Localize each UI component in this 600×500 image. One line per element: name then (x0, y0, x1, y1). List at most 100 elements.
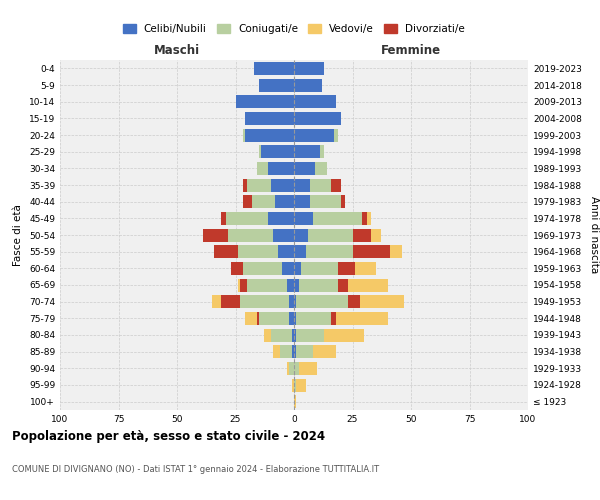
Bar (310, 195, 341, 208)
Bar (271, 328, 292, 342)
Bar (263, 328, 271, 342)
Bar (289, 312, 294, 325)
Bar (294, 112, 341, 125)
Bar (294, 195, 310, 208)
Bar (294, 328, 296, 342)
Bar (301, 262, 338, 275)
Bar (320, 145, 325, 158)
Bar (287, 362, 289, 375)
Bar (257, 162, 268, 175)
Bar (275, 195, 294, 208)
Bar (313, 212, 362, 225)
Bar (294, 278, 299, 291)
Bar (331, 312, 336, 325)
Bar (294, 95, 336, 108)
Bar (294, 128, 334, 141)
Text: Popolazione per età, sesso e stato civile - 2024: Popolazione per età, sesso e stato civil… (12, 430, 325, 443)
Bar (294, 78, 322, 92)
Text: Femmine: Femmine (381, 44, 441, 57)
Bar (238, 245, 278, 258)
Bar (289, 362, 294, 375)
Bar (294, 162, 315, 175)
Bar (348, 278, 388, 291)
Bar (247, 178, 271, 192)
Bar (296, 295, 348, 308)
Bar (242, 128, 245, 141)
Bar (341, 195, 346, 208)
Bar (294, 362, 299, 375)
Bar (353, 228, 371, 241)
Bar (294, 312, 296, 325)
Bar (247, 278, 287, 291)
Bar (336, 312, 388, 325)
Bar (292, 345, 294, 358)
Y-axis label: Fasce di età: Fasce di età (13, 204, 23, 266)
Bar (310, 178, 331, 192)
Bar (240, 278, 247, 291)
Bar (292, 378, 294, 392)
Bar (203, 228, 229, 241)
Bar (294, 245, 306, 258)
Bar (252, 195, 275, 208)
Bar (367, 212, 371, 225)
Bar (359, 295, 404, 308)
Bar (325, 328, 364, 342)
Bar (287, 278, 294, 291)
Bar (254, 62, 294, 75)
Bar (229, 228, 273, 241)
Bar (242, 178, 247, 192)
Bar (294, 212, 313, 225)
Bar (245, 312, 257, 325)
Bar (235, 95, 294, 108)
Bar (221, 295, 240, 308)
Bar (294, 295, 296, 308)
Bar (268, 212, 294, 225)
Bar (338, 278, 348, 291)
Bar (315, 162, 327, 175)
Bar (226, 212, 268, 225)
Bar (306, 245, 353, 258)
Bar (259, 312, 289, 325)
Bar (278, 245, 294, 258)
Bar (331, 178, 341, 192)
Bar (231, 262, 242, 275)
Bar (334, 128, 338, 141)
Bar (242, 262, 283, 275)
Bar (294, 378, 296, 392)
Bar (296, 345, 313, 358)
Bar (261, 145, 294, 158)
Bar (268, 162, 294, 175)
Bar (283, 262, 294, 275)
Bar (299, 278, 338, 291)
Bar (294, 262, 301, 275)
Bar (238, 278, 240, 291)
Bar (362, 212, 367, 225)
Bar (245, 128, 294, 141)
Bar (348, 295, 359, 308)
Bar (294, 395, 296, 408)
Bar (355, 262, 376, 275)
Bar (280, 345, 292, 358)
Legend: Celibi/Nubili, Coniugati/e, Vedovi/e, Divorziati/e: Celibi/Nubili, Coniugati/e, Vedovi/e, Di… (119, 20, 469, 38)
Bar (221, 212, 226, 225)
Bar (259, 78, 294, 92)
Bar (273, 228, 294, 241)
Text: Maschi: Maschi (154, 44, 200, 57)
Bar (294, 178, 310, 192)
Bar (296, 328, 325, 342)
Bar (294, 228, 308, 241)
Text: COMUNE DI DIVIGNANO (NO) - Dati ISTAT 1° gennaio 2024 - Elaborazione TUTTITALIA.: COMUNE DI DIVIGNANO (NO) - Dati ISTAT 1°… (12, 465, 379, 474)
Bar (214, 245, 238, 258)
Bar (212, 295, 221, 308)
Bar (245, 112, 294, 125)
Bar (294, 62, 325, 75)
Bar (338, 262, 355, 275)
Bar (240, 295, 289, 308)
Bar (296, 312, 331, 325)
Bar (257, 312, 259, 325)
Bar (259, 145, 261, 158)
Bar (371, 228, 380, 241)
Bar (242, 195, 252, 208)
Bar (296, 378, 306, 392)
Bar (273, 345, 280, 358)
